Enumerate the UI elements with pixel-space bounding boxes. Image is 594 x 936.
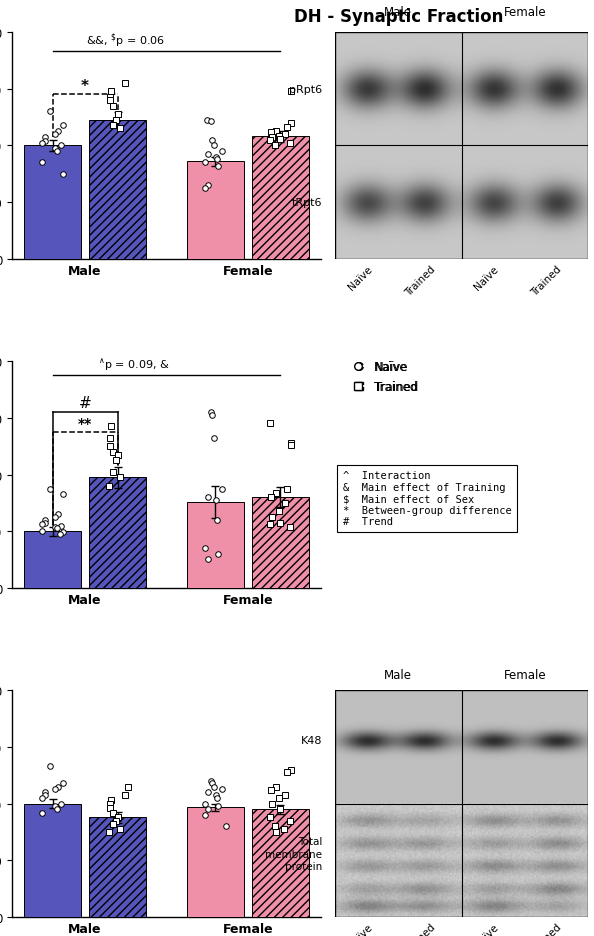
Text: Female: Female [504,7,546,19]
Text: ^  Interaction
&  Main effect of Training
$  Main effect of Sex
*  Between-group: ^ Interaction & Main effect of Training … [343,471,511,527]
Bar [187,503,244,589]
Text: $^{\wedge}$p = 0.09, &: $^{\wedge}$p = 0.09, & [98,358,170,373]
Text: Male: Male [384,668,412,681]
Bar [24,804,81,917]
Bar [252,498,309,589]
Bar [187,162,244,259]
Title: DH - Synaptic Fraction: DH - Synaptic Fraction [293,7,503,25]
Legend: Naïve, Trained: Naïve, Trained [342,27,424,70]
Bar [252,810,309,917]
Bar [89,122,146,259]
Text: &&, $^{\$}$p = 0.06: &&, $^{\$}$p = 0.06 [86,31,165,50]
Text: Naïve: Naïve [472,264,500,292]
Text: Male: Male [384,7,412,19]
Bar [89,817,146,917]
Text: Trained: Trained [403,264,437,298]
Bar [89,478,146,589]
Text: tRpt6: tRpt6 [292,197,323,208]
Text: Trained: Trained [403,922,437,936]
Bar [24,532,81,589]
Text: Naïve: Naïve [346,264,374,292]
Text: Female: Female [504,668,546,681]
Bar [252,137,309,259]
Text: **: ** [78,417,92,431]
Text: K48: K48 [301,736,323,745]
Text: Naïve: Naïve [472,922,500,936]
Legend: Naïve, Trained: Naïve, Trained [342,357,424,399]
Bar [187,807,244,917]
Text: Trained: Trained [529,264,564,298]
Text: Trained: Trained [529,922,564,936]
Legend: Naïve, Trained: Naïve, Trained [342,685,424,727]
Text: Total
membrane
protein: Total membrane protein [266,837,323,871]
Legend: Naïve, Trained: Naïve, Trained [341,357,422,399]
Text: pRpt6: pRpt6 [289,84,323,95]
Text: #: # [79,396,91,411]
Bar [24,146,81,259]
Text: Naïve: Naïve [346,922,374,936]
Text: *: * [81,79,89,94]
